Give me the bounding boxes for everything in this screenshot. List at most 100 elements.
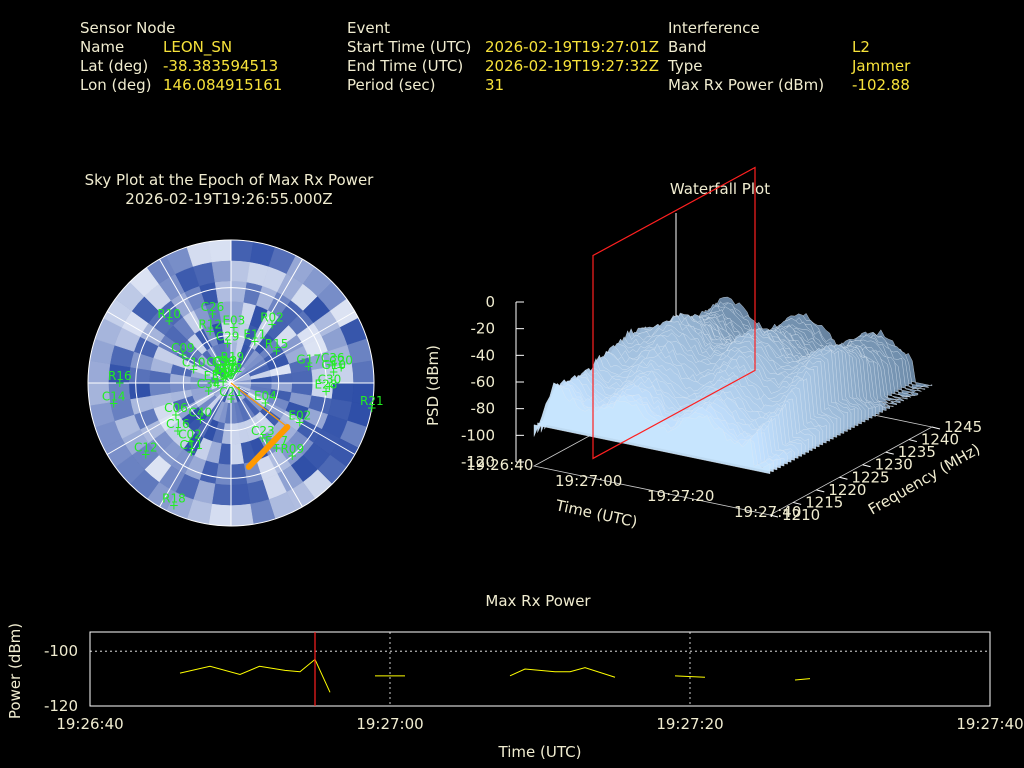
sat-marker: +	[287, 449, 297, 463]
sat-marker: +	[195, 413, 205, 427]
sat-marker: +	[218, 375, 228, 389]
sat-label: C39	[206, 355, 230, 369]
waterfall-x-tick-label: 19:27:00	[555, 472, 622, 490]
sky-azimuth-spoke	[230, 382, 356, 455]
sat-label: C21	[219, 385, 243, 399]
event-end-label: End Time (UTC)	[347, 57, 464, 75]
event-end-value: 2026-02-19T19:27:32Z	[485, 57, 659, 75]
sat-marker: +	[227, 357, 237, 371]
sat-marker: +	[260, 396, 270, 410]
sat-label: R16	[108, 369, 132, 383]
sky-azimuth-spoke	[159, 382, 232, 508]
sat-marker: +	[115, 376, 125, 390]
sensor-name-value: LEON_SN	[163, 38, 233, 56]
sat-label: G17	[296, 352, 321, 366]
sky-azimuth-spoke	[106, 311, 232, 384]
waterfall-y-tick	[931, 426, 941, 430]
sat-label: R10	[157, 307, 181, 321]
sat-marker: +	[222, 369, 232, 383]
waterfall-y-tick-label: 1220	[828, 481, 866, 499]
maxpower-y-label: Power (dBm)	[6, 623, 24, 719]
sat-label: C09	[171, 341, 195, 355]
event-start-label: Start Time (UTC)	[347, 38, 472, 56]
sat-marker: +	[272, 344, 282, 358]
sat-label: C13	[214, 354, 238, 368]
waterfall-z-label: PSD (dBm)	[424, 345, 442, 426]
sat-label: R19	[221, 350, 245, 364]
sat-label: C26	[201, 300, 225, 314]
sat-marker: +	[185, 435, 195, 449]
sat-marker: +	[186, 445, 196, 459]
interference-type-label: Type	[668, 57, 703, 75]
interference-power-label: Max Rx Power (dBm)	[668, 76, 825, 94]
sat-label: C11	[179, 438, 203, 452]
waterfall-title: Waterfall Plot	[669, 180, 771, 198]
sat-marker: +	[204, 384, 214, 398]
sensor-lon-value: 146.084915161	[163, 76, 283, 94]
sensor-name-label: Name	[80, 38, 125, 56]
sat-marker: +	[295, 416, 305, 430]
waterfall-y-tick	[769, 514, 779, 518]
waterfall-z-tick-label: -20	[471, 320, 496, 338]
waterfall-z-tick-label: -60	[471, 373, 496, 391]
waterfall-x-tick-label: 19:27:20	[647, 487, 714, 505]
sat-label: C29	[216, 329, 240, 343]
sat-label: G30	[215, 362, 240, 376]
waterfall-y-tick-label: 1245	[944, 418, 982, 436]
sat-label: E02	[288, 409, 311, 423]
maxpower-series-segment	[509, 667, 616, 678]
maxpower-x-tick-label: 19:27:20	[656, 715, 723, 733]
sat-marker: +	[141, 447, 151, 461]
sat-label: C36	[321, 351, 345, 365]
sat-marker: +	[267, 317, 277, 331]
sat-marker: +	[221, 370, 231, 384]
sat-label: R15	[265, 337, 289, 351]
sat-marker: +	[226, 392, 236, 406]
maxpower-x-label: Time (UTC)	[498, 743, 582, 761]
sat-label: C08	[214, 363, 238, 377]
sky-azimuth-spoke	[106, 382, 232, 455]
sat-label: C12	[134, 440, 158, 454]
sat-marker: +	[210, 376, 220, 390]
sat-marker: +	[109, 397, 119, 411]
sat-label: C14	[102, 390, 126, 404]
sat-marker: +	[223, 336, 233, 350]
sat-marker: +	[178, 348, 188, 362]
waterfall-z-tick-label: 0	[485, 293, 495, 311]
sat-marker: +	[171, 408, 181, 422]
interference-band-label: Band	[668, 38, 707, 56]
sat-marker: +	[207, 307, 217, 321]
sat-marker: +	[329, 365, 339, 379]
waterfall-z-tick-label: -100	[461, 426, 495, 444]
sat-label: E28	[315, 377, 338, 391]
sat-marker: +	[164, 314, 174, 328]
sat-marker: +	[226, 368, 236, 382]
interference-type-value: Jammer	[852, 57, 911, 75]
sat-label: C38	[212, 355, 236, 369]
sat-marker: +	[221, 361, 231, 375]
sat-marker: +	[189, 362, 199, 376]
maxpower-series-segment	[179, 658, 331, 693]
bearing-arc	[245, 424, 291, 470]
interference-heading: Interference	[668, 19, 760, 37]
waterfall-ridge	[533, 382, 771, 474]
event-period-label: Period (sec)	[347, 76, 436, 94]
sat-label: E04	[254, 389, 277, 403]
maxpower-title: Max Rx Power	[485, 592, 591, 610]
waterfall-y-tick	[839, 476, 848, 480]
interference-band-value: L2	[852, 38, 870, 56]
sat-label: R12	[198, 317, 222, 331]
waterfall-y-tick-label: 1210	[782, 506, 820, 524]
sat-label: C16	[166, 417, 190, 431]
sat-marker: +	[250, 335, 260, 349]
waterfall-surface	[533, 296, 933, 474]
sat-label: C34	[197, 377, 221, 391]
sky-azimuth-spoke	[230, 311, 356, 384]
waterfall-y-tick	[885, 451, 894, 455]
sat-label: E33	[204, 369, 227, 383]
sat-label: C23	[251, 424, 275, 438]
waterfall-y-tick	[862, 464, 871, 468]
sky-plot-subtitle: 2026-02-19T19:26:55.000Z	[125, 190, 333, 208]
sat-label: C40	[189, 406, 213, 420]
event-heading: Event	[347, 19, 390, 37]
